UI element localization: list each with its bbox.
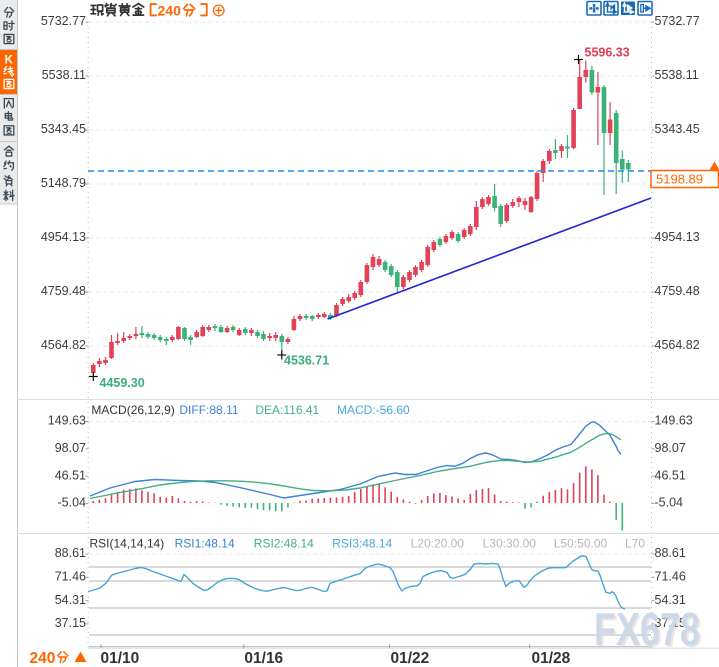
svg-text:98.07: 98.07 [55, 441, 86, 455]
svg-text:RSI2:48.14: RSI2:48.14 [254, 537, 314, 551]
svg-text:RSI1:48.14: RSI1:48.14 [175, 537, 235, 551]
svg-text:88.61: 88.61 [655, 546, 686, 560]
svg-text:5343.45: 5343.45 [41, 122, 86, 136]
svg-text:98.07: 98.07 [655, 441, 686, 455]
svg-text:149.63: 149.63 [655, 414, 693, 428]
svg-text:46.51: 46.51 [655, 468, 686, 482]
svg-text:4459.30: 4459.30 [100, 376, 145, 390]
svg-text:01/28: 01/28 [532, 650, 571, 667]
svg-text:5148.79: 5148.79 [41, 176, 86, 190]
svg-text:46.51: 46.51 [55, 468, 86, 482]
svg-text:71.46: 71.46 [655, 570, 686, 584]
svg-text:01/22: 01/22 [391, 650, 430, 667]
svg-text:01/16: 01/16 [244, 650, 283, 667]
svg-text:5596.33: 5596.33 [585, 46, 630, 60]
svg-text:DIFF:88.11: DIFF:88.11 [179, 403, 238, 417]
svg-text:-5.04: -5.04 [58, 496, 87, 510]
svg-text:DEA:116.41: DEA:116.41 [255, 403, 319, 417]
svg-text:71.46: 71.46 [55, 570, 86, 584]
svg-text:88.61: 88.61 [55, 546, 86, 560]
svg-text:L70: L70 [625, 537, 645, 551]
svg-text:-5.04: -5.04 [655, 496, 684, 510]
svg-text:5538.11: 5538.11 [42, 68, 86, 82]
svg-text:4954.13: 4954.13 [655, 230, 700, 244]
svg-text:37.15: 37.15 [55, 616, 86, 630]
svg-text:4564.82: 4564.82 [655, 338, 700, 352]
svg-text:149.63: 149.63 [48, 414, 86, 428]
svg-text:4759.48: 4759.48 [655, 284, 700, 298]
svg-text:54.31: 54.31 [55, 593, 86, 607]
svg-text:5538.11: 5538.11 [655, 68, 699, 82]
svg-text:L20:20.00: L20:20.00 [411, 537, 465, 551]
svg-text:L50:50.00: L50:50.00 [554, 537, 608, 551]
svg-text:MACD:-56.60: MACD:-56.60 [337, 403, 410, 417]
svg-text:5732.77: 5732.77 [41, 14, 86, 28]
svg-text:37.15: 37.15 [655, 616, 686, 630]
svg-text:01/10: 01/10 [101, 650, 140, 667]
svg-text:K: K [5, 55, 14, 67]
svg-text:L30:30.00: L30:30.00 [483, 537, 537, 551]
svg-text:RSI(14,14,14): RSI(14,14,14) [90, 537, 165, 551]
svg-text:4954.13: 4954.13 [41, 230, 86, 244]
svg-text:240: 240 [30, 650, 56, 667]
svg-text:FX678: FX678 [594, 603, 700, 655]
svg-text:240: 240 [158, 2, 182, 18]
svg-text:5343.45: 5343.45 [655, 122, 700, 136]
svg-text:MACD(26,12,9): MACD(26,12,9) [91, 403, 174, 417]
svg-text:RSI3:48.14: RSI3:48.14 [332, 537, 392, 551]
svg-text:4536.71: 4536.71 [284, 354, 329, 368]
svg-text:FX678: FX678 [596, 605, 702, 657]
svg-text:5732.77: 5732.77 [655, 14, 700, 28]
svg-text:5198.89: 5198.89 [656, 172, 703, 187]
svg-text:4759.48: 4759.48 [41, 284, 86, 298]
svg-text:4564.82: 4564.82 [41, 338, 86, 352]
svg-text:54.31: 54.31 [655, 593, 686, 607]
